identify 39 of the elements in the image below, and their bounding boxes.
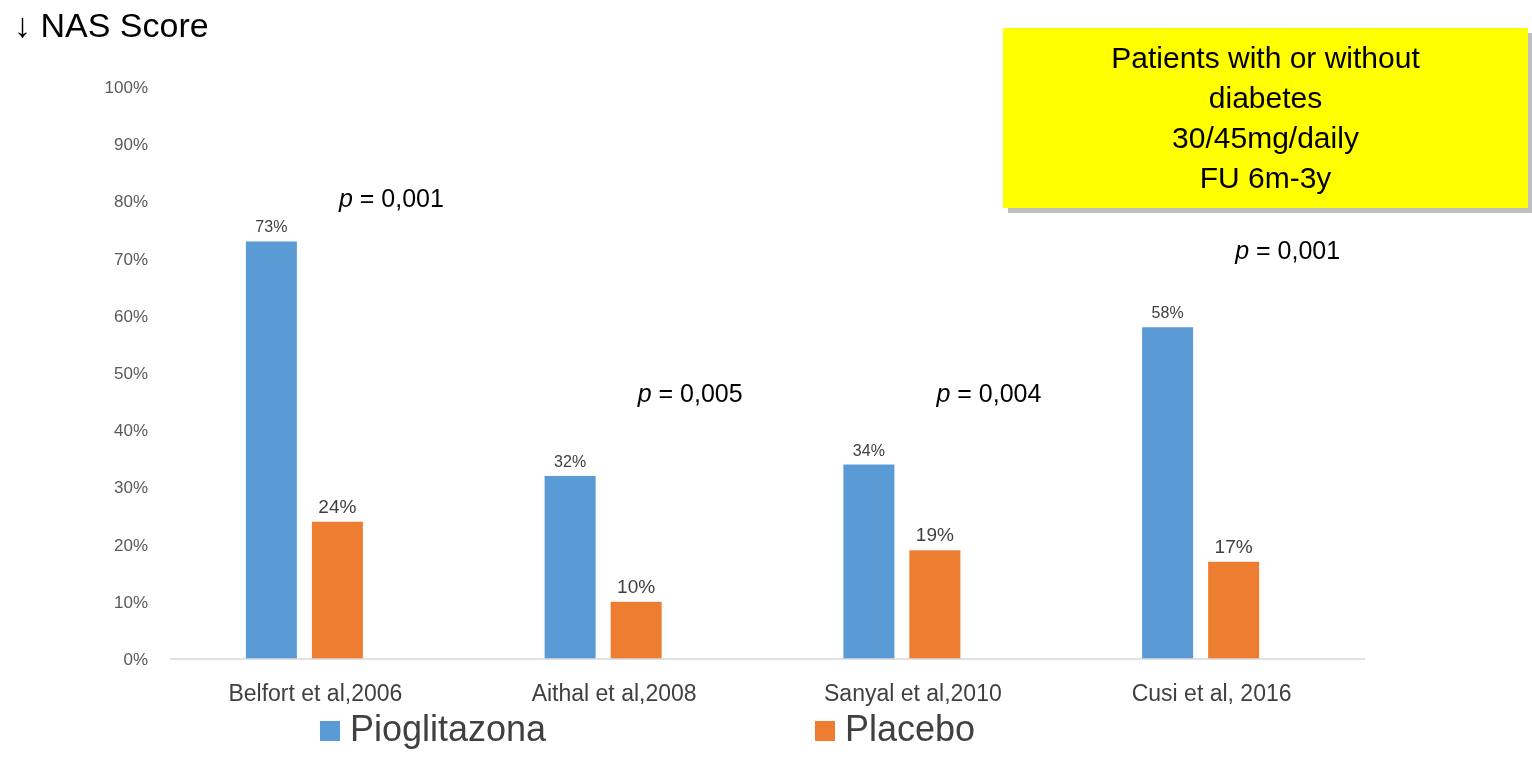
x-tick-label: Aithal et al,2008 [531,680,697,706]
x-tick-label: Cusi et al, 2016 [1131,680,1292,706]
annotation: p = 0,005 [636,378,743,407]
chart-title: ↓ NAS Score [14,6,209,44]
y-tick-label: 50% [113,364,148,383]
x-tick-label: Belfort et al,2006 [228,680,403,706]
bar [610,601,662,659]
legend-label: Placebo [845,708,976,749]
text: 58% [1151,304,1184,322]
text: 34% [852,441,885,459]
bar [909,550,961,659]
text: 73% [255,218,288,236]
text: 32% [554,452,587,470]
legend-label: Pioglitazona [350,708,548,749]
y-tick-label: 70% [113,249,148,269]
bar [544,475,596,659]
y-tick-label: 60% [113,306,148,326]
bar [1142,327,1194,659]
bar [311,521,363,659]
y-tick-label: 80% [113,192,148,212]
text: 17% [1214,535,1253,557]
bar [245,241,297,659]
text: 24% [318,495,357,517]
annotation: Patients with or without diabetes 30/45mg/daily FU 6m-3y [1111,41,1421,194]
y-tick-label: 100% [104,78,148,97]
text: 10% [617,575,656,597]
text: 19% [915,524,954,546]
annotation: p = 0,004 [935,378,1042,407]
x-tick-label: Sanyal et al,2010 [824,680,1002,706]
bar [843,464,895,659]
annotation: p = 0,001 [1234,235,1341,264]
annotation: p = 0,001 [337,184,444,213]
y-tick-label: 10% [113,592,148,612]
y-tick-label: 20% [113,535,148,555]
y-tick-label: 40% [113,421,148,441]
bar [1208,561,1260,659]
y-tick-label: 30% [113,478,148,498]
y-tick-label: 90% [113,135,148,155]
y-tick-label: 0% [123,650,148,669]
